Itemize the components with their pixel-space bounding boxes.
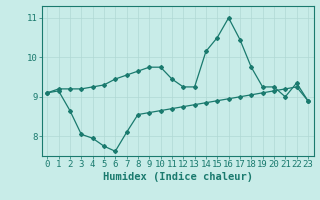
X-axis label: Humidex (Indice chaleur): Humidex (Indice chaleur) xyxy=(103,172,252,182)
